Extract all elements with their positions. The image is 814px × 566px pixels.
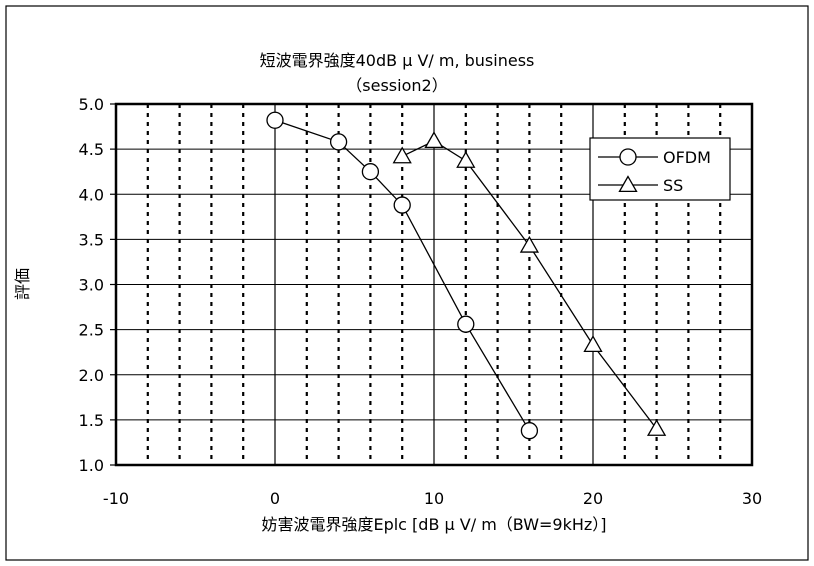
legend-label-ofdm: OFDM — [663, 148, 711, 167]
y-tick-label: 5.0 — [79, 95, 104, 114]
outer-border — [5, 5, 809, 561]
chart-subtitle: （session2） — [346, 76, 447, 95]
legend: OFDM SS — [589, 137, 731, 201]
axis-layer: 1.0 1.5 2.0 2.5 3.0 3.5 4.0 4.5 5.0 -10 0 10 20 30 — [79, 95, 763, 508]
x-tick-label: 0 — [270, 489, 280, 508]
y-axis-label: 評価 — [13, 268, 32, 300]
data-point-ofdm — [457, 315, 475, 333]
x-tick-label: -10 — [103, 489, 129, 508]
y-tick-label: 4.0 — [79, 185, 104, 204]
data-point-ss — [392, 146, 412, 164]
data-point-ss — [519, 235, 540, 253]
legend-label-ss: SS — [663, 176, 683, 195]
series-layer — [266, 111, 667, 440]
data-point-ss — [456, 151, 476, 168]
series-line-ofdm — [274, 119, 530, 432]
y-tick-label: 2.0 — [79, 366, 104, 385]
y-tick-label: 1.0 — [79, 456, 104, 475]
data-point-ss — [646, 419, 667, 436]
data-point-ofdm — [393, 196, 411, 214]
y-tick-label: 3.0 — [79, 276, 104, 295]
chart-title: 短波電界強度40dB μ V/ m, business — [260, 51, 535, 70]
data-point-ss — [583, 335, 603, 352]
data-point-ofdm — [266, 111, 284, 129]
y-tick-label: 3.5 — [79, 230, 104, 249]
data-point-ofdm — [520, 422, 539, 440]
data-point-ofdm — [329, 133, 348, 151]
legend-marker-ss — [618, 175, 638, 193]
y-tick-label: 1.5 — [79, 411, 104, 430]
x-tick-label: 10 — [424, 489, 444, 508]
x-tick-label: 30 — [742, 489, 762, 508]
x-tick-label: 20 — [583, 489, 603, 508]
legend-box — [589, 137, 731, 201]
data-point-ofdm — [361, 163, 380, 181]
y-tick-label: 2.5 — [79, 321, 104, 340]
y-tick-label: 4.5 — [79, 140, 104, 159]
data-point-ss — [424, 131, 444, 149]
legend-marker-ofdm — [619, 148, 637, 166]
x-axis-label: 妨害波電界強度Eplc [dB μ V/ m（BW=9kHz）] — [261, 515, 606, 534]
